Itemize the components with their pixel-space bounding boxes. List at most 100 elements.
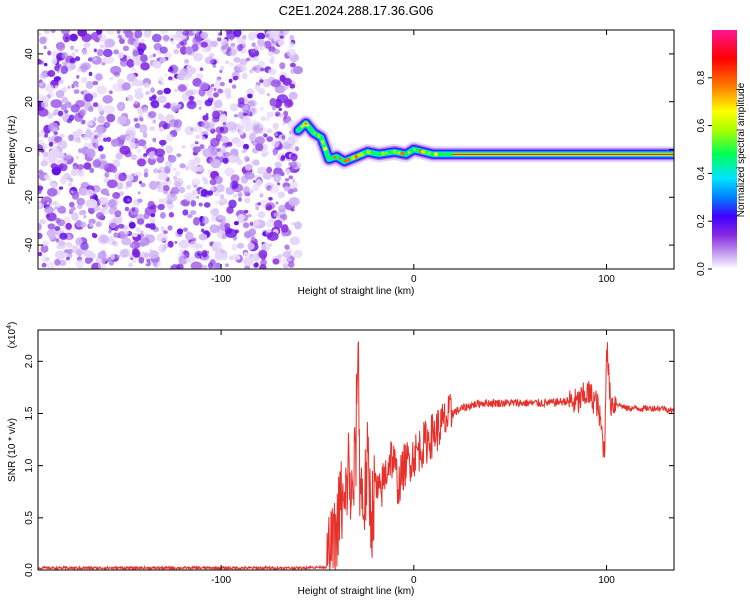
heatmap-noise-cell (69, 201, 75, 208)
heatmap-noise-cell (143, 252, 151, 258)
heatmap-noise-cell (86, 148, 96, 158)
heatmap-noise-cell (187, 196, 191, 200)
x-tick-label: 0 (411, 575, 417, 586)
heatmap-noise-cell (50, 99, 63, 109)
heatmap-noise-cell (102, 48, 113, 58)
heatmap-noise-cell (229, 36, 234, 41)
heatmap-noise-cell (259, 79, 264, 83)
heatmap-noise-cell (222, 121, 227, 126)
heatmap-noise-cell (289, 62, 296, 68)
heatmap-noise-cell (229, 62, 235, 67)
heatmap-noise-cell (93, 117, 97, 122)
heatmap-noise-cell (210, 83, 215, 88)
colorbar-tick-label: 0.2 (696, 214, 707, 228)
heatmap-noise-cell (69, 63, 76, 70)
heatmap-noise-cell (272, 122, 279, 130)
colorbar-tick-label: 0.4 (696, 166, 707, 180)
heatmap-noise-cell (269, 185, 280, 194)
heatmap-noise-cell (41, 240, 50, 247)
heatmap-noise-cell (139, 124, 148, 134)
heatmap-noise-cell (144, 30, 152, 39)
heatmap-noise-cell (124, 150, 132, 158)
heatmap-noise-cell (56, 202, 62, 208)
heatmap-noise-cell (57, 219, 65, 227)
heatmap-noise-cell (136, 148, 142, 153)
heatmap-noise-cell (281, 155, 286, 161)
heatmap-noise-cell (273, 212, 279, 218)
heatmap-noise-cell (264, 33, 270, 38)
heatmap-noise-cell (109, 90, 113, 95)
heatmap-noise-cell (295, 146, 300, 152)
heatmap-noise-cell (134, 88, 138, 93)
heatmap-noise-cell (283, 110, 289, 117)
heatmap-noise-cell (100, 44, 105, 49)
heatmap-hot-spot (300, 125, 304, 128)
x-tick-label: -100 (211, 274, 231, 285)
heatmap-noise-cell (247, 213, 252, 218)
heatmap-noise-cell (143, 172, 149, 178)
heatmap-noise-cell (289, 34, 295, 41)
heatmap-hot-spot (313, 132, 316, 135)
heatmap-noise-cell (140, 62, 150, 71)
heatmap-noise-cell (108, 235, 115, 243)
heatmap-noise-cell (94, 37, 100, 43)
y-tick-label: 2.0 (24, 354, 35, 368)
heatmap-noise-cell (146, 258, 151, 263)
heatmap-noise-cell (293, 187, 298, 193)
heatmap-noise-cell (231, 137, 240, 144)
heatmap-noise-cell (153, 43, 162, 51)
heatmap-noise-cell (150, 87, 155, 94)
heatmap-noise-cell (252, 219, 260, 226)
heatmap-noise-cell (42, 151, 49, 157)
heatmap-noise-cell (134, 30, 143, 39)
heatmap-noise-cell (294, 221, 302, 230)
heatmap-noise-cell (225, 30, 233, 35)
heatmap-noise-cell (233, 56, 241, 63)
colorbar: 0.0 0.2 0.4 0.6 0.8 Normalized spectral ampl… (696, 30, 747, 276)
heatmap-noise-cell (129, 243, 136, 249)
heatmap-noise-cell (128, 262, 134, 268)
heatmap-noise-cell (273, 173, 282, 183)
heatmap-noise-cell (130, 67, 136, 72)
heatmap-noise-cell (143, 212, 150, 220)
heatmap-noise-cell (151, 224, 156, 230)
heatmap-noise-cell (239, 125, 244, 130)
heatmap-noise-cell (266, 166, 273, 174)
heatmap-noise-cell (188, 100, 194, 106)
heatmap-noise-cell (110, 138, 120, 147)
heatmap-noise-cell (38, 144, 44, 153)
heatmap-noise-cell (177, 84, 188, 92)
heatmap-noise-cell (151, 33, 162, 43)
heatmap-noise-cell (44, 84, 55, 92)
heatmap-noise-cell (214, 200, 219, 205)
heatmap-noise-cell (217, 214, 224, 221)
heatmap-noise-cell (217, 151, 223, 158)
heatmap-noise-cell (274, 161, 282, 169)
heatmap-noise-cell (198, 106, 202, 110)
y-tick-label: 0 (24, 146, 35, 152)
heatmap-noise-cell (211, 215, 217, 222)
heatmap-noise-cell (153, 168, 159, 174)
heatmap-noise-cell (194, 126, 202, 133)
heatmap-noise-cell (56, 41, 66, 52)
heatmap-noise-cell (238, 129, 244, 136)
heatmap-noise-cell (262, 172, 273, 180)
heatmap-noise-cell (162, 122, 171, 130)
heatmap-noise-cell (66, 242, 73, 248)
heatmap-noise-cell (40, 160, 48, 167)
heatmap-noise-cell (92, 80, 99, 86)
heatmap-noise-cell (61, 96, 69, 104)
heatmap-noise-cell (164, 52, 172, 59)
heatmap-noise-cell (143, 32, 147, 37)
heatmap-noise-cell (125, 30, 134, 39)
heatmap-noise-cell (84, 256, 92, 265)
heatmap-noise-cell (148, 250, 159, 259)
heatmap-noise-cell (273, 152, 277, 156)
heatmap-noise-cell (151, 94, 157, 100)
heatmap-noise-cell (194, 134, 200, 139)
heatmap-noise-cell (52, 111, 57, 116)
heatmap-noise-cell (50, 182, 57, 189)
heatmap-noise-cell (84, 93, 94, 102)
heatmap-noise-cell (58, 79, 64, 84)
heatmap-noise-cell (167, 240, 174, 248)
